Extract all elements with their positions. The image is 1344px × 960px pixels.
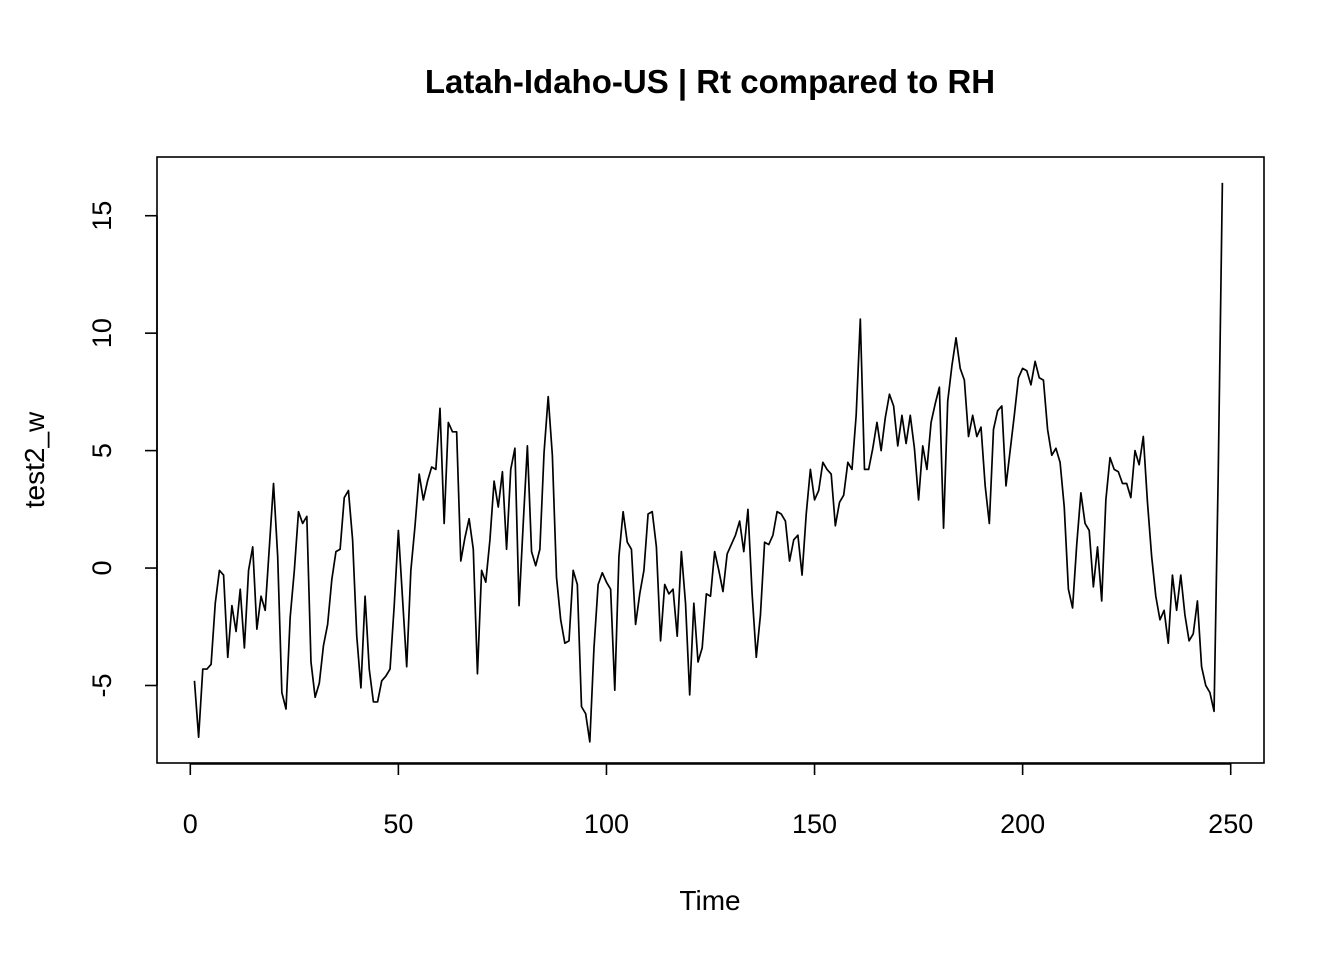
y-tick-label: 15 [87,201,117,231]
x-tick-label: 0 [183,809,198,839]
x-tick-label: 100 [584,809,629,839]
y-axis-label: test2_w [19,411,50,508]
x-tick-label: 250 [1208,809,1253,839]
y-tick-label: -5 [87,673,117,697]
chart-title: Latah-Idaho-US | Rt compared to RH [425,63,995,100]
y-tick-label: 10 [87,318,117,348]
plot-frame [156,156,1265,764]
x-axis-label: Time [679,885,740,916]
series-layer [193,182,1224,743]
y-tick-label: 0 [87,561,117,576]
x-axis: 0 50 100 150 200 250 [183,763,1253,839]
y-tick-label: 5 [87,443,117,458]
series-line [193,182,1224,743]
y-axis: -5 0 5 10 15 [87,201,158,697]
x-tick-label: 200 [1000,809,1045,839]
x-tick-label: 50 [383,809,413,839]
x-tick-label: 150 [792,809,837,839]
